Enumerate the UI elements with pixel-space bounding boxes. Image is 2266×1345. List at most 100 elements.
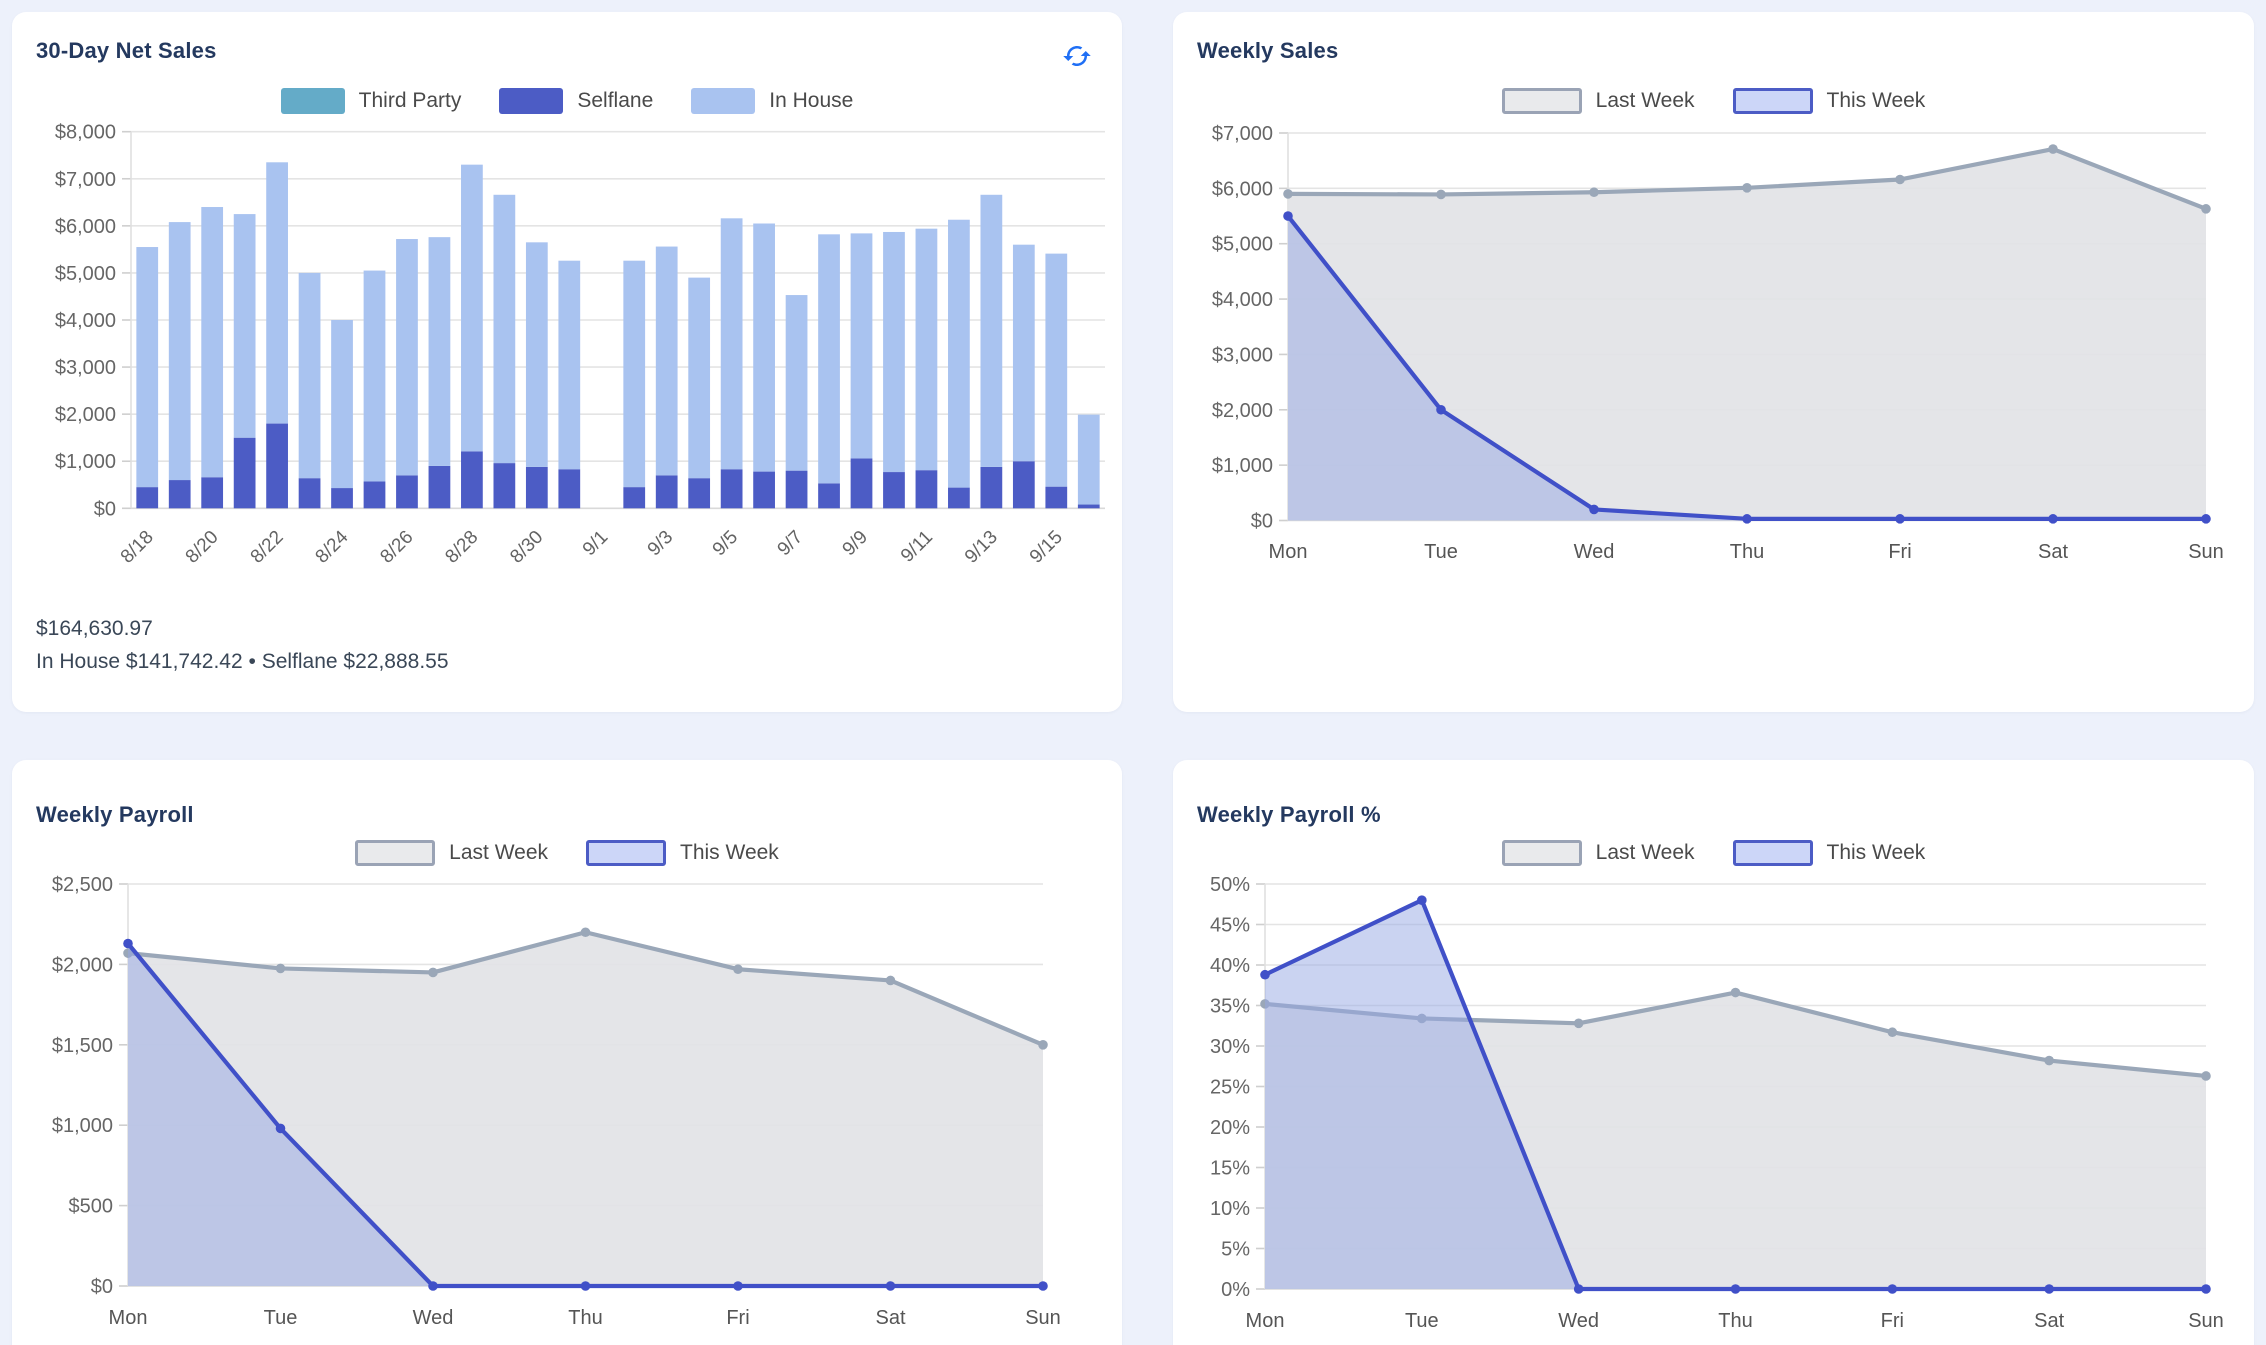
- bars-group: [136, 162, 1100, 509]
- this-week-area: [1265, 900, 2206, 1289]
- bar-segment-in-house: [493, 194, 516, 464]
- weekly-payroll-chart: $0 $500 $1,000 $1,500 $2,000 $2,500 Mon Tue Wed T…: [52, 874, 1061, 1329]
- last-week-area: [128, 932, 1043, 1286]
- legend-label: This Week: [680, 841, 779, 864]
- bar-segment-in-house: [655, 246, 678, 476]
- x-axis-label: Sat: [2034, 1310, 2064, 1332]
- legend-label: Third Party: [358, 89, 462, 112]
- x-axis-label: Fri: [726, 1307, 749, 1329]
- x-axis-label: Wed: [1574, 541, 1615, 563]
- bar-segment-selflane: [1012, 461, 1035, 509]
- y-axis-label: $7,000: [55, 169, 116, 191]
- net-sales-title: 30-Day Net Sales: [36, 38, 217, 63]
- last-week-point: [1742, 183, 1752, 193]
- x-axis-label: Fri: [1881, 1310, 1904, 1332]
- y-axis-label: $4,000: [1212, 289, 1273, 311]
- bar-segment-selflane: [948, 487, 970, 509]
- last-week-point: [1887, 1027, 1898, 1038]
- legend-item-this-week[interactable]: This Week: [586, 840, 779, 866]
- legend-swatch: [1732, 840, 1813, 866]
- weekly-payroll-pct-legend: Last Week This Week: [1173, 840, 2254, 866]
- y-axis-label: $7,000: [1212, 123, 1273, 145]
- this-week-point: [1417, 895, 1427, 905]
- x-axis-label: Mon: [1246, 1310, 1285, 1332]
- net-sales-total: $164,630.97: [36, 617, 153, 640]
- bar-segment-selflane: [1045, 486, 1068, 509]
- bar-segment-selflane: [1077, 504, 1100, 509]
- y-axis-label: 0%: [1221, 1279, 1250, 1301]
- y-axis-label: $8,000: [55, 122, 116, 144]
- y-axis-label: 20%: [1210, 1117, 1250, 1139]
- y-axis-label: $0: [1251, 511, 1273, 533]
- card-weekly-payroll: Weekly Payroll Last Week This Week $0 $500…: [12, 760, 1122, 1345]
- legend-label: Last Week: [449, 841, 548, 864]
- bar-segment-in-house: [1077, 414, 1100, 505]
- bar-segment-selflane: [688, 478, 711, 509]
- legend-item-this-week[interactable]: This Week: [1732, 840, 1925, 866]
- legend-item-third-party[interactable]: Third Party: [280, 88, 462, 114]
- x-axis-label: Tue: [1424, 541, 1458, 563]
- last-week-point: [1436, 189, 1446, 200]
- legend-item-last-week[interactable]: Last Week: [1501, 88, 1695, 114]
- x-axis-label: Tue: [264, 1307, 298, 1329]
- y-axis-label: 45%: [1210, 915, 1250, 937]
- bar-segment-in-house: [915, 228, 938, 471]
- last-week-point: [2044, 1055, 2054, 1066]
- y-axis-label: 15%: [1210, 1158, 1250, 1180]
- legend-item-last-week[interactable]: Last Week: [1501, 840, 1695, 866]
- this-week-point: [2044, 1284, 2054, 1294]
- bar-segment-in-house: [233, 214, 256, 438]
- bar-segment-selflane: [136, 487, 159, 509]
- last-week-point: [885, 975, 896, 986]
- this-week-point: [1260, 969, 1270, 980]
- x-axis-label: 9/7: [774, 527, 808, 561]
- x-axis-label: Sun: [1025, 1307, 1061, 1329]
- bar-segment-selflane: [655, 475, 678, 509]
- y-axis-label: 25%: [1210, 1077, 1250, 1099]
- legend-item-this-week[interactable]: This Week: [1732, 88, 1926, 114]
- y-axis-label: $2,500: [52, 874, 113, 896]
- legend-item-selflane[interactable]: Selflane: [499, 88, 653, 114]
- bar-segment-selflane: [915, 470, 938, 509]
- x-axis-label: Sat: [2038, 541, 2068, 563]
- bar-segment-selflane: [201, 477, 224, 509]
- last-week-point: [2048, 144, 2058, 154]
- bar-segment-in-house: [168, 222, 191, 481]
- card-weekly-payroll-pct: Weekly Payroll % Last Week This Week 0% 5%…: [1173, 760, 2254, 1345]
- this-week-point: [885, 1281, 896, 1291]
- bar-segment-selflane: [720, 469, 743, 509]
- x-axis-label: 9/15: [1026, 527, 1067, 568]
- legend-swatch: [1501, 840, 1582, 866]
- bar-segment-selflane: [168, 480, 191, 509]
- card-net-sales: 30-Day Net Sales Third Party Selflane In H…: [12, 12, 1122, 712]
- bar-segment-in-house: [948, 219, 970, 488]
- y-axis-label: $0: [91, 1276, 113, 1298]
- last-week-point: [1283, 189, 1293, 199]
- legend-item-last-week[interactable]: Last Week: [355, 840, 548, 866]
- bar-segment-selflane: [493, 463, 516, 509]
- y-axis-label: 30%: [1210, 1036, 1250, 1058]
- last-week-point: [1589, 187, 1599, 198]
- x-axis-label: Fri: [1888, 541, 1911, 563]
- last-week-point: [733, 964, 743, 975]
- bar-segment-in-house: [720, 218, 743, 470]
- bar-segment-in-house: [201, 207, 224, 478]
- weekly-payroll-chart-canvas: $0 $500 $1,000 $1,500 $2,000 $2,500 Mon Tue Wed T…: [12, 760, 1122, 1345]
- refresh-button[interactable]: [1060, 40, 1094, 74]
- y-axis-label: $2,000: [1212, 400, 1273, 422]
- this-week-point: [2201, 514, 2211, 524]
- legend-label: This Week: [1826, 89, 1926, 112]
- y-axis-label: $1,000: [1212, 455, 1273, 477]
- x-axis-label: Wed: [413, 1307, 454, 1329]
- legend-swatch: [1732, 88, 1813, 114]
- this-week-point: [123, 938, 133, 949]
- bar-segment-in-house: [428, 237, 451, 466]
- y-axis-label: $2,000: [52, 954, 113, 976]
- legend-item-in-house[interactable]: In House: [691, 88, 853, 114]
- weekly-sales-chart: $0 $1,000 $2,000 $3,000 $4,000 $5,000 $6,000 $7…: [1212, 123, 2224, 563]
- bar-segment-in-house: [266, 162, 288, 424]
- bar-segment-selflane: [558, 469, 581, 509]
- bar-segment-in-house: [785, 295, 808, 471]
- x-axis-label: 9/5: [709, 527, 743, 561]
- weekly-payroll-legend: Last Week This Week: [12, 840, 1122, 866]
